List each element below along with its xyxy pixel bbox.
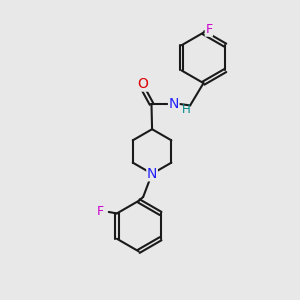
Text: N: N bbox=[169, 97, 179, 111]
Text: F: F bbox=[97, 206, 104, 218]
Text: F: F bbox=[205, 23, 212, 36]
Text: O: O bbox=[137, 77, 148, 91]
Text: H: H bbox=[182, 103, 190, 116]
Text: N: N bbox=[147, 167, 157, 181]
